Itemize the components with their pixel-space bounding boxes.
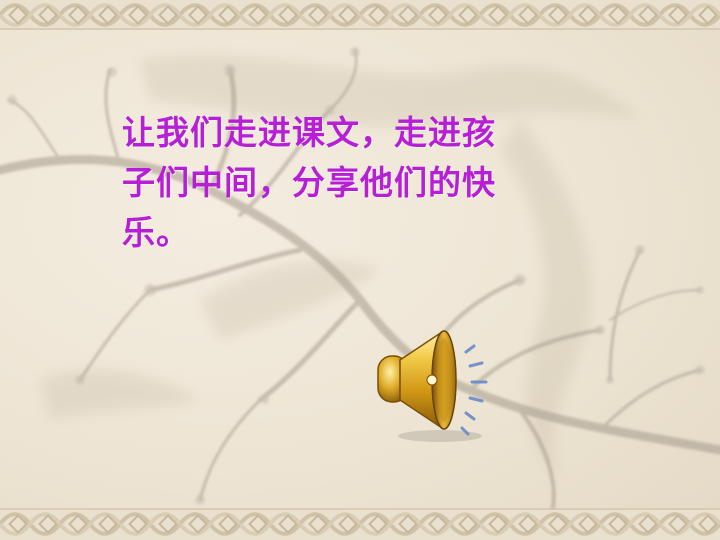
slide-text: 让我们走进课文，走进孩 子们中间，分享他们的快 乐。 bbox=[122, 108, 572, 258]
speaker-icon-graphic bbox=[377, 330, 488, 442]
speaker-icon[interactable] bbox=[370, 318, 500, 448]
slide-text-line: 乐。 bbox=[122, 213, 190, 252]
top-decorative-border bbox=[0, 0, 720, 30]
slide-text-line: 子们中间，分享他们的快 bbox=[122, 163, 496, 202]
bottom-decorative-border bbox=[0, 508, 720, 540]
slide-text-line: 让我们走进课文，走进孩 bbox=[122, 113, 496, 152]
